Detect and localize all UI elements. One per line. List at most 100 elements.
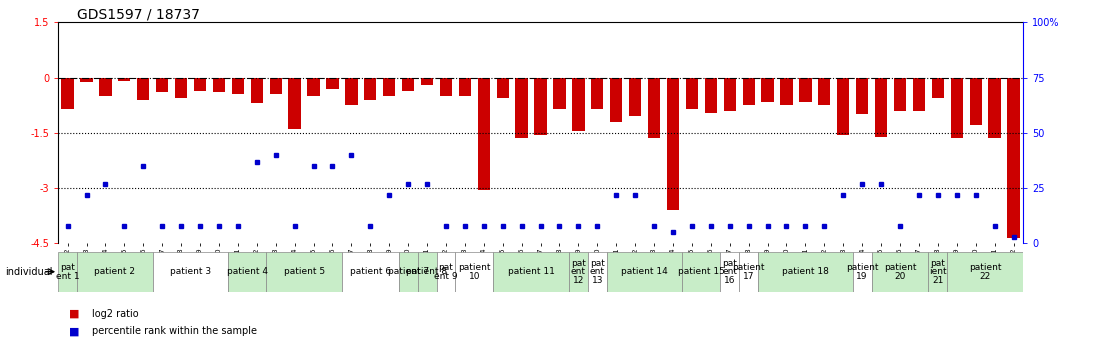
Bar: [607, 252, 682, 292]
Bar: [212, 78, 225, 92]
Bar: [969, 78, 982, 126]
Bar: [418, 252, 436, 292]
Text: pat
ent
13: pat ent 13: [590, 258, 605, 285]
Text: percentile rank within the sample: percentile rank within the sample: [92, 326, 257, 336]
Bar: [666, 78, 679, 210]
Bar: [250, 78, 263, 104]
Bar: [1007, 78, 1020, 238]
Bar: [629, 78, 642, 116]
Bar: [193, 78, 206, 90]
Bar: [704, 78, 717, 112]
Text: GDS1597 / 18737: GDS1597 / 18737: [77, 7, 200, 21]
Bar: [77, 252, 153, 292]
Bar: [269, 78, 282, 94]
Bar: [477, 78, 490, 190]
Bar: [153, 252, 228, 292]
Text: patient 8: patient 8: [407, 267, 447, 276]
Text: patient 2: patient 2: [94, 267, 135, 276]
Bar: [720, 252, 739, 292]
Bar: [515, 78, 528, 138]
Bar: [912, 78, 925, 111]
Bar: [157, 78, 169, 92]
Bar: [685, 78, 698, 109]
Bar: [383, 78, 396, 96]
Bar: [119, 78, 131, 81]
Bar: [742, 78, 755, 105]
Text: patient
22: patient 22: [969, 263, 1002, 280]
Bar: [818, 78, 831, 105]
Bar: [61, 78, 74, 109]
Text: patient 15: patient 15: [678, 267, 724, 276]
Bar: [723, 78, 736, 111]
Text: pat
ent 1: pat ent 1: [56, 263, 79, 280]
Bar: [931, 78, 944, 98]
Bar: [928, 252, 947, 292]
Bar: [872, 252, 928, 292]
Bar: [402, 78, 415, 90]
Text: patient 18: patient 18: [781, 267, 828, 276]
Bar: [761, 78, 774, 101]
Bar: [894, 78, 907, 111]
Bar: [534, 78, 547, 135]
Bar: [988, 78, 1001, 138]
Bar: [420, 78, 433, 85]
Bar: [875, 78, 888, 137]
Bar: [100, 78, 112, 96]
Text: patient 5: patient 5: [284, 267, 324, 276]
Text: pat
ent 9: pat ent 9: [434, 263, 457, 280]
Bar: [682, 252, 720, 292]
Bar: [58, 252, 77, 292]
Text: patient
10: patient 10: [458, 263, 491, 280]
Bar: [364, 78, 377, 100]
Bar: [231, 78, 244, 94]
Text: pat
ent
16: pat ent 16: [722, 258, 737, 285]
Text: patient
19: patient 19: [846, 263, 879, 280]
Bar: [458, 78, 471, 96]
Bar: [342, 252, 399, 292]
Text: patient 4: patient 4: [227, 267, 268, 276]
Bar: [307, 78, 320, 96]
Bar: [947, 252, 1023, 292]
Bar: [399, 252, 418, 292]
Text: patient 11: patient 11: [508, 267, 555, 276]
Bar: [853, 252, 872, 292]
Bar: [345, 78, 358, 105]
Bar: [758, 252, 853, 292]
Text: patient 3: patient 3: [170, 267, 211, 276]
Text: pat
ent
12: pat ent 12: [571, 258, 586, 285]
Text: ■: ■: [69, 326, 79, 336]
Text: patient
17: patient 17: [732, 263, 765, 280]
Bar: [780, 78, 793, 105]
Bar: [80, 78, 93, 82]
Bar: [837, 78, 850, 135]
Bar: [455, 252, 493, 292]
Text: patient 6: patient 6: [350, 267, 391, 276]
Text: individual: individual: [6, 267, 53, 277]
Text: patient 14: patient 14: [622, 267, 667, 276]
Bar: [493, 252, 569, 292]
Bar: [856, 78, 869, 115]
Bar: [739, 252, 758, 292]
Bar: [553, 78, 566, 109]
Bar: [496, 78, 509, 98]
Bar: [610, 78, 623, 122]
Bar: [572, 78, 585, 131]
Text: patient 7: patient 7: [388, 267, 428, 276]
Text: pat
ient
21: pat ient 21: [929, 258, 947, 285]
Bar: [569, 252, 588, 292]
Text: patient
20: patient 20: [883, 263, 917, 280]
Bar: [439, 78, 452, 96]
Bar: [436, 252, 455, 292]
Text: ■: ■: [69, 309, 79, 319]
Bar: [588, 252, 607, 292]
Bar: [174, 78, 187, 98]
Bar: [591, 78, 604, 109]
Bar: [138, 78, 150, 100]
Bar: [950, 78, 963, 138]
Bar: [266, 252, 342, 292]
Bar: [648, 78, 661, 138]
Bar: [326, 78, 339, 89]
Bar: [228, 252, 266, 292]
Bar: [799, 78, 812, 101]
Text: log2 ratio: log2 ratio: [92, 309, 139, 319]
